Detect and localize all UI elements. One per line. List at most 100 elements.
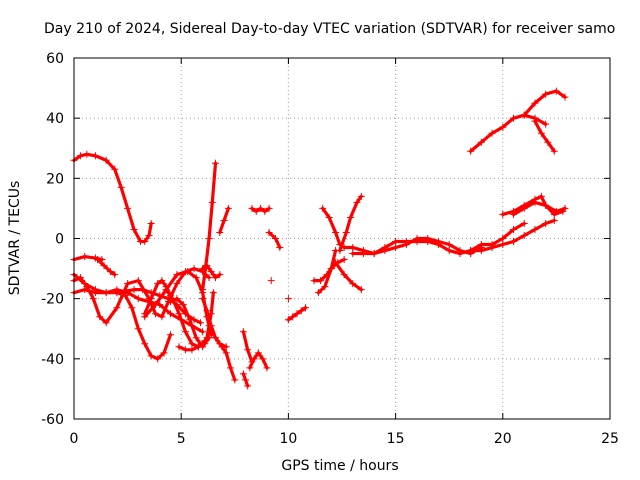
data-point-marker bbox=[216, 228, 224, 236]
data-point-marker bbox=[284, 316, 292, 324]
data-point-marker bbox=[499, 123, 507, 131]
data-point-marker bbox=[381, 247, 389, 255]
data-point-marker bbox=[402, 241, 410, 249]
data-point-marker bbox=[166, 331, 174, 339]
data-point-marker bbox=[76, 152, 84, 160]
data-series bbox=[70, 150, 155, 246]
data-point-marker bbox=[248, 204, 256, 212]
data-point-marker bbox=[467, 147, 475, 155]
series-line bbox=[533, 119, 556, 153]
y-tick-label: 40 bbox=[46, 111, 64, 127]
data-series bbox=[332, 259, 365, 294]
x-tick-label: 10 bbox=[279, 431, 297, 447]
y-tick-label: 60 bbox=[46, 51, 64, 67]
data-point-marker bbox=[83, 150, 91, 158]
data-series bbox=[336, 192, 365, 255]
data-series bbox=[265, 228, 284, 252]
data-point-marker bbox=[130, 225, 138, 233]
data-series bbox=[94, 256, 119, 279]
data-point-marker bbox=[117, 183, 125, 191]
data-point-marker bbox=[510, 210, 518, 218]
data-point-marker bbox=[227, 364, 235, 372]
data-point-marker bbox=[147, 352, 155, 360]
data-point-marker bbox=[130, 286, 138, 294]
data-point-marker bbox=[147, 295, 155, 303]
data-point-marker bbox=[201, 340, 209, 348]
data-point-marker bbox=[91, 152, 99, 160]
x-tick-label: 20 bbox=[494, 431, 512, 447]
data-point-marker bbox=[542, 90, 550, 98]
data-point-marker bbox=[102, 289, 110, 297]
data-point-marker bbox=[531, 225, 539, 233]
series-line bbox=[316, 248, 338, 295]
data-point-marker bbox=[139, 286, 147, 294]
data-point-marker bbox=[265, 204, 273, 212]
data-point-marker bbox=[173, 271, 181, 279]
data-point-marker bbox=[102, 319, 110, 327]
data-series bbox=[248, 204, 273, 215]
data-point-marker bbox=[499, 235, 507, 242]
series-line bbox=[333, 260, 363, 292]
data-point-marker bbox=[175, 310, 183, 318]
data-point-marker bbox=[314, 289, 322, 297]
data-point-marker bbox=[263, 364, 271, 372]
x-tick-label: 0 bbox=[70, 431, 79, 447]
data-point-marker bbox=[261, 207, 269, 215]
data-point-marker bbox=[121, 287, 129, 295]
data-point-marker bbox=[134, 295, 142, 303]
data-point-marker bbox=[188, 340, 196, 348]
data-point-marker bbox=[106, 268, 114, 276]
data-point-marker bbox=[327, 265, 335, 273]
data-point-marker bbox=[212, 159, 220, 167]
data-point-marker bbox=[537, 129, 545, 137]
data-point-marker bbox=[302, 304, 310, 312]
data-point-marker bbox=[520, 231, 528, 239]
data-layer bbox=[70, 87, 569, 390]
data-point-marker bbox=[205, 334, 213, 342]
data-point-marker bbox=[154, 280, 162, 288]
data-point-marker bbox=[202, 262, 210, 270]
data-point-marker bbox=[199, 328, 207, 336]
data-point-marker bbox=[91, 286, 99, 294]
data-point-marker bbox=[208, 198, 216, 206]
data-point-marker bbox=[531, 198, 539, 206]
data-point-marker bbox=[488, 244, 496, 252]
data-point-marker bbox=[166, 310, 174, 318]
data-point-marker bbox=[542, 219, 550, 227]
data-series bbox=[199, 159, 220, 294]
data-point-marker bbox=[81, 286, 89, 294]
data-series bbox=[284, 304, 310, 324]
x-tick-label: 5 bbox=[177, 431, 186, 447]
data-series bbox=[467, 111, 550, 155]
data-point-marker bbox=[561, 93, 569, 101]
data-series bbox=[205, 322, 239, 384]
data-point-marker bbox=[81, 253, 89, 261]
data-point-marker bbox=[340, 256, 348, 264]
data-point-marker bbox=[190, 265, 198, 273]
data-point-marker bbox=[456, 247, 464, 255]
data-point-marker bbox=[267, 277, 275, 285]
data-point-marker bbox=[259, 355, 267, 363]
data-point-marker bbox=[359, 250, 367, 258]
data-series bbox=[175, 334, 213, 354]
data-point-marker bbox=[342, 228, 350, 236]
data-point-marker bbox=[207, 268, 215, 276]
series-line bbox=[469, 113, 548, 153]
data-point-marker bbox=[340, 271, 348, 279]
data-point-marker bbox=[186, 316, 194, 324]
data-series bbox=[467, 216, 558, 255]
data-point-marker bbox=[325, 213, 333, 221]
data-point-marker bbox=[141, 340, 149, 348]
data-series bbox=[520, 87, 569, 119]
data-point-marker bbox=[141, 238, 149, 246]
data-point-marker bbox=[192, 334, 200, 342]
series-line bbox=[511, 200, 567, 217]
data-point-marker bbox=[257, 204, 265, 212]
data-point-marker bbox=[196, 319, 204, 327]
data-point-marker bbox=[244, 382, 252, 390]
data-point-marker bbox=[347, 213, 355, 221]
data-point-marker bbox=[239, 328, 247, 336]
chart-title: Day 210 of 2024, Sidereal Day-to-day VTE… bbox=[44, 21, 615, 37]
data-point-marker bbox=[175, 343, 183, 351]
